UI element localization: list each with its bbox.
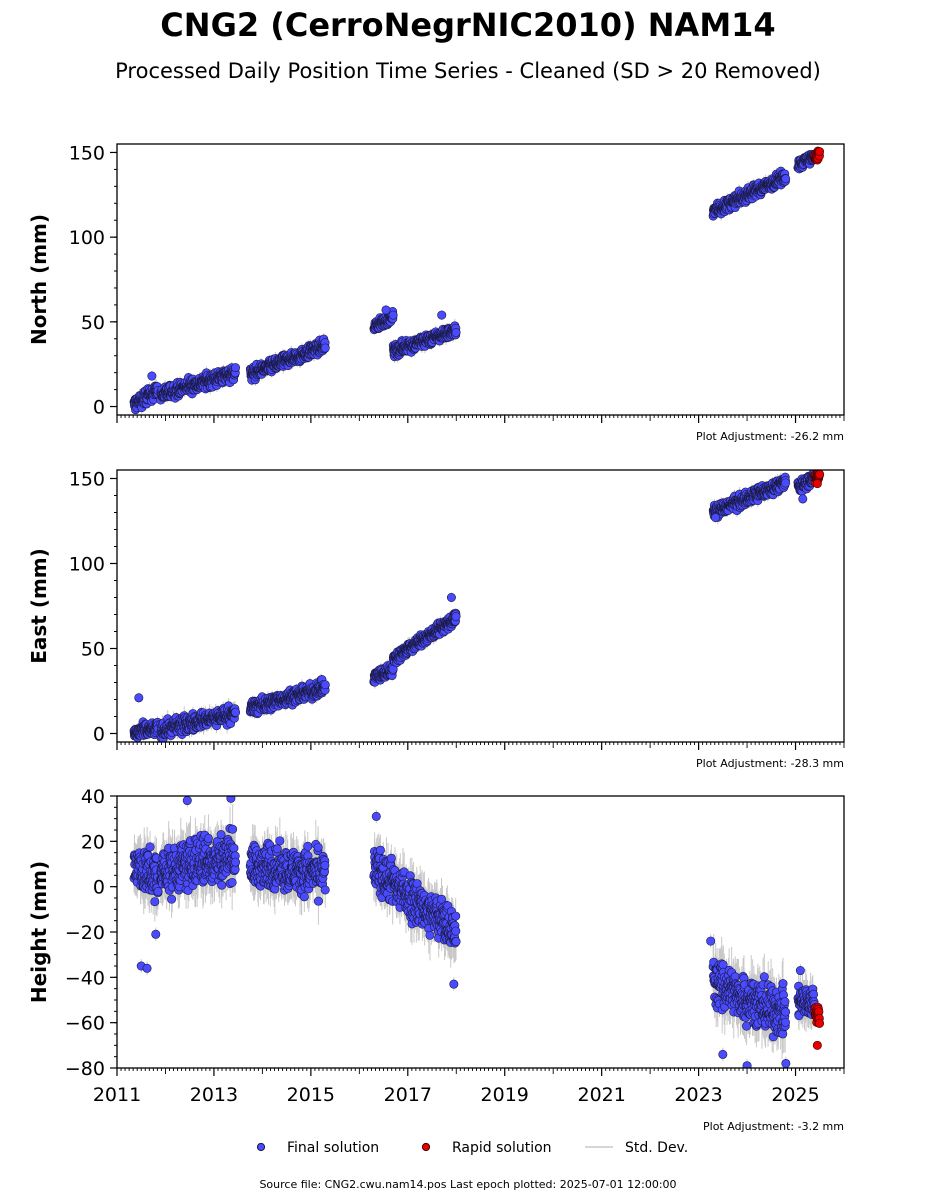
y-axis-label: North (mm) xyxy=(27,214,51,345)
rapid-solution-point xyxy=(815,147,825,157)
y-tick-label: 50 xyxy=(81,312,105,334)
data-points xyxy=(129,470,825,742)
final-solution-point xyxy=(388,310,398,320)
final-solution-point xyxy=(147,371,157,381)
final-solution-point xyxy=(231,363,241,373)
final-solution-point xyxy=(231,707,241,717)
final-solution-point xyxy=(437,310,447,320)
y-tick-label: 150 xyxy=(69,142,105,164)
figure-title: CNG2 (CerroNegrNIC2010) NAM14 xyxy=(160,6,775,44)
north-panel: 0 50 100 150 North (mm) Plot Adjustment: -26.… xyxy=(27,142,845,443)
data-points xyxy=(129,146,825,415)
final-solution-point xyxy=(781,174,791,184)
figure-subtitle: Processed Daily Position Time Series - C… xyxy=(115,59,821,83)
plot-adjustment-note: Plot Adjustment: -26.2 mm xyxy=(696,430,844,443)
final-solution-point xyxy=(381,305,391,315)
y-tick-label: 100 xyxy=(69,227,105,249)
final-solution-point xyxy=(320,343,330,353)
final-solution-point xyxy=(451,328,461,338)
y-tick-label: 0 xyxy=(93,397,105,419)
